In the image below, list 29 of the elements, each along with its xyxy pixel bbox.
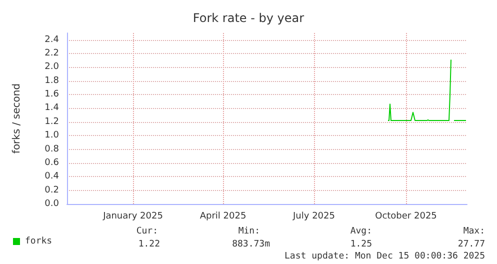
y-tick-label: 1.8 (44, 76, 60, 86)
text: Last update: Mon Dec 15 00:00:36 2025 (284, 252, 485, 262)
y-tick-label: 0.2 (44, 185, 59, 196)
y-tick-label: 0.8 (44, 144, 60, 154)
y-tick-label: 1.4 (44, 103, 60, 114)
y-tick-label: 1.0 (44, 130, 60, 141)
text: Max: (463, 226, 486, 236)
y-tick-label: 1.6 (44, 90, 60, 100)
y-tick-label: 0.6 (44, 158, 60, 168)
x-tick-label: October 2025 (375, 212, 437, 222)
y-tick-label: 2.0 (44, 62, 60, 72)
text: Avg: (350, 226, 372, 236)
legend-label: forks (25, 236, 52, 246)
y-axis-title: forks / second (12, 83, 22, 154)
text: 1.22 (138, 240, 160, 250)
y-tick-label: 0.4 (44, 172, 60, 182)
text: 883.73m (232, 240, 270, 250)
x-tick-label: July 2025 (292, 212, 335, 222)
text: 1.25 (350, 240, 372, 250)
y-tick-label: 2.2 (44, 48, 59, 59)
x-tick-label: April 2025 (200, 212, 246, 222)
chart-title: Fork rate - by year (192, 11, 304, 25)
x-tick-label: January 2025 (102, 212, 163, 222)
text: Cur: (136, 226, 158, 236)
text: Min: (238, 226, 260, 236)
y-tick-label: 0.0 (44, 199, 60, 209)
text: 27.77 (458, 240, 485, 250)
y-tick-label: 1.2 (44, 116, 59, 127)
y-tick-label: 2.4 (44, 34, 60, 45)
